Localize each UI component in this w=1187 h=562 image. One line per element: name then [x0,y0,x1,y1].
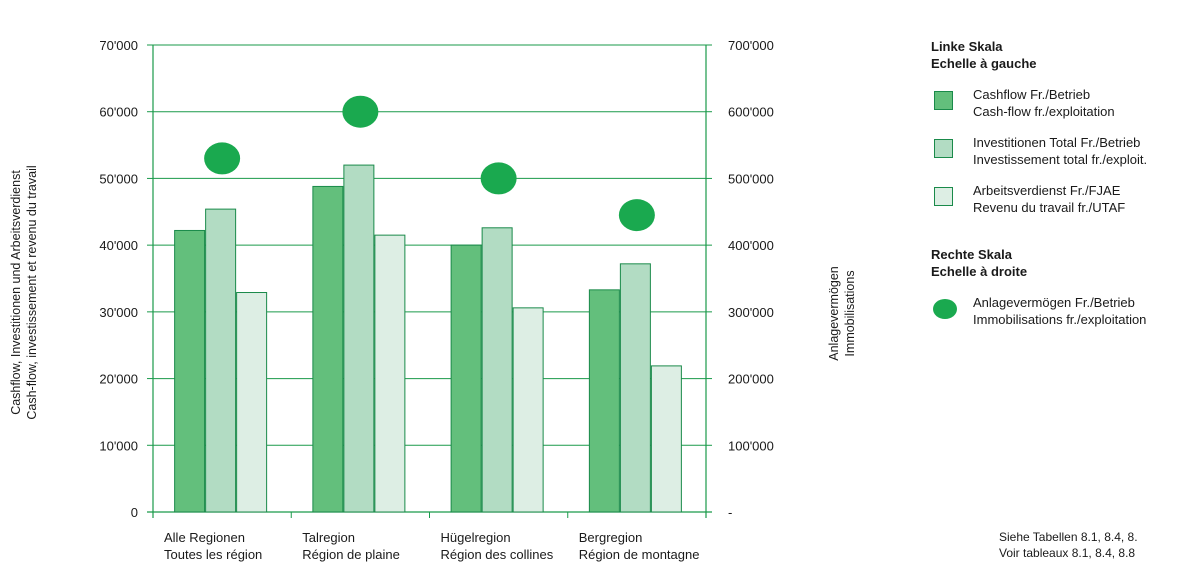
legend-item-anlagevermoegen: Anlagevermögen Fr./Betrieb Immobilisatio… [931,294,1181,328]
y-tick-label-right: 300'000 [728,305,774,320]
x-tick-label: Région de plaine [302,547,400,562]
bar [619,263,651,513]
x-tick-label: Région des collines [441,547,554,562]
x-tick-label: Bergregion [579,530,643,545]
legend-swatch-cashflow [934,91,953,110]
bar [588,289,620,513]
y-tick-label-right: 500'000 [728,171,774,186]
bar [312,185,344,513]
bar [236,292,268,513]
y-tick-label-right: 100'000 [728,438,774,453]
bar [450,244,482,513]
legend-item-cashflow: Cashflow Fr./Betrieb Cash-flow fr./explo… [931,86,1181,120]
legend-swatch-investitionen [934,139,953,158]
y-tick-label-right: - [728,505,732,520]
y-tick-label-right: 400'000 [728,238,774,253]
y-tick-label-left: 30'000 [99,305,138,320]
y-tick-label-left: 70'000 [99,38,138,53]
source-note: Siehe Tabellen 8.1, 8.4, 8. Voir tableau… [999,530,1138,560]
legend-item-arbeitsverdienst: Arbeitsverdienst Fr./FJAE Revenu du trav… [931,182,1181,216]
y-tick-label-left: 0 [131,505,138,520]
x-tick-label: Alle Regionen [164,530,245,545]
data-point [618,199,655,232]
bar [512,307,544,513]
bar [481,227,513,513]
y-axis-title-left: Cash-flow, investissement et revenu du t… [25,165,39,419]
legend-dot-anlagevermoegen [933,299,957,319]
bar [343,164,375,513]
y-tick-label-left: 10'000 [99,438,138,453]
x-tick-label: Hügelregion [441,530,511,545]
y-tick-label-right: 600'000 [728,105,774,120]
chart-plot: 0 - 10'000 100'000 20'000 200'000 30'000 300'00… [9,38,857,562]
y-tick-label-left: 50'000 [99,171,138,186]
y-tick-label-right: 200'000 [728,372,774,387]
x-tick-label: Toutes les région [164,547,262,562]
legend-left-title: Linke Skala Echelle à gauche [931,39,1037,71]
data-point [204,142,241,175]
x-tick-label: Région de montagne [579,547,700,562]
legend-right-title: Rechte Skala Echelle à droite [931,247,1028,279]
y-tick-label-left: 40'000 [99,238,138,253]
bar [374,234,406,513]
y-tick-label-left: 60'000 [99,105,138,120]
data-point [342,95,379,128]
bar [650,365,682,513]
legend-item-investitionen: Investitionen Total Fr./Betrieb Investis… [931,134,1181,168]
y-axis-title-right: Anlagevermögen [827,266,841,361]
y-axis-title-right: Immobilisations [843,270,857,356]
bar [174,229,206,513]
y-axis-title-left: Cashflow, Investitionen und Arbeitsverdi… [9,170,23,415]
y-tick-label-right: 700'000 [728,38,774,53]
data-point [480,162,517,195]
x-tick-label: Talregion [302,530,355,545]
chart-legend: Linke Skala Echelle à gauche Cashflow Fr… [931,38,1181,328]
y-tick-label-left: 20'000 [99,372,138,387]
legend-swatch-arbeitsverdienst [934,187,953,206]
bar [205,208,237,513]
